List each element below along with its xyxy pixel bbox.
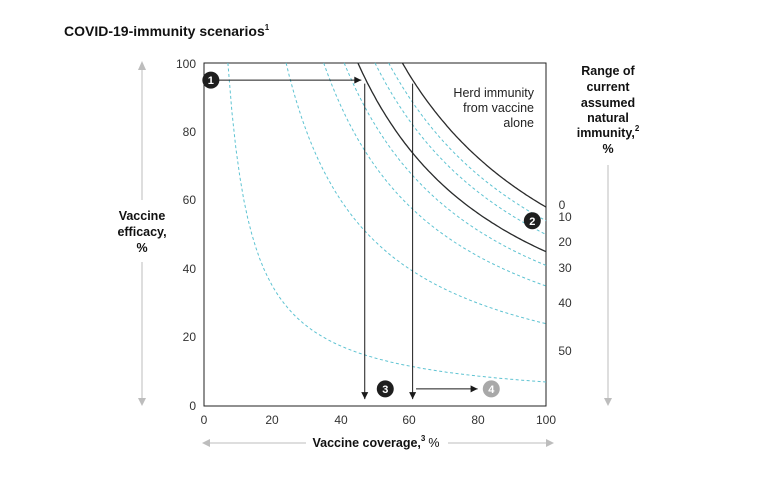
y-tick-label: 40 bbox=[183, 262, 197, 276]
curve-value-label: 10 bbox=[558, 210, 572, 224]
dashed-curve bbox=[285, 62, 547, 325]
solid-curves bbox=[357, 62, 547, 253]
right-axis-label: Range of current assumed natural immunit… bbox=[577, 64, 640, 156]
marker-label: 2 bbox=[529, 216, 535, 228]
y-tick-label: 0 bbox=[189, 399, 196, 413]
curve-value-label: 0 bbox=[559, 198, 566, 212]
annotation-line: Herd immunity bbox=[453, 86, 534, 100]
scenario-marker: 2 bbox=[523, 212, 541, 230]
scenario-arrow bbox=[409, 83, 417, 400]
svg-text:Range of: Range of bbox=[581, 64, 635, 78]
scenario-marker: 3 bbox=[376, 380, 394, 398]
marker-label: 3 bbox=[382, 384, 388, 396]
solid-curve bbox=[401, 62, 547, 208]
annotation-line: alone bbox=[503, 116, 534, 130]
scenario-arrow bbox=[361, 83, 369, 400]
svg-text:assumed: assumed bbox=[581, 96, 635, 110]
svg-text:immunity,2: immunity,2 bbox=[577, 124, 640, 140]
x-axis-arrow bbox=[202, 439, 554, 447]
y-tick-label: 60 bbox=[183, 193, 197, 207]
y-tick-label: 20 bbox=[183, 330, 197, 344]
dashed-curve bbox=[227, 62, 547, 383]
y-axis-label: Vaccine efficacy, % bbox=[117, 209, 166, 255]
chart-title: COVID-19-immunity scenarios1 bbox=[64, 23, 270, 39]
dashed-curve bbox=[323, 62, 547, 287]
x-tick-label: 40 bbox=[334, 413, 348, 427]
dashed-curve bbox=[374, 62, 547, 235]
x-axis-label: Vaccine coverage,3% bbox=[313, 434, 440, 450]
right-axis-arrow bbox=[604, 165, 612, 406]
x-tick-label: 60 bbox=[402, 413, 416, 427]
scenario-markers: 1 2 3 4 bbox=[202, 71, 541, 398]
x-tick-label: 100 bbox=[536, 413, 556, 427]
curve-value-labels: 0 10 20 30 40 50 bbox=[558, 198, 572, 358]
curve-value-label: 20 bbox=[558, 235, 572, 249]
curve-value-label: 40 bbox=[558, 296, 572, 310]
curve-value-label: 50 bbox=[558, 344, 572, 358]
svg-text:%: % bbox=[136, 241, 147, 255]
x-tick-label: 20 bbox=[265, 413, 279, 427]
svg-text:natural: natural bbox=[587, 111, 629, 125]
solid-curve bbox=[357, 62, 547, 253]
herd-immunity-annotation: Herd immunity from vaccine alone bbox=[453, 86, 534, 130]
scenario-marker: 1 bbox=[202, 71, 220, 89]
marker-label: 1 bbox=[208, 75, 214, 87]
x-tick-labels: 0 20 40 60 80 100 bbox=[201, 413, 557, 427]
y-tick-labels: 0 20 40 60 80 100 bbox=[176, 57, 196, 413]
scenario-arrow bbox=[204, 76, 362, 84]
scenario-marker: 4 bbox=[482, 380, 500, 398]
dashed-curve bbox=[388, 62, 547, 222]
annotation-line: from vaccine bbox=[463, 101, 534, 115]
x-tick-label: 80 bbox=[471, 413, 485, 427]
scenario-arrows bbox=[204, 76, 478, 400]
curve-value-label: 30 bbox=[558, 261, 572, 275]
marker-label: 4 bbox=[488, 384, 495, 396]
x-tick-label: 0 bbox=[201, 413, 208, 427]
y-axis-arrow bbox=[138, 61, 146, 406]
svg-text:current: current bbox=[586, 80, 630, 94]
svg-text:%: % bbox=[602, 142, 613, 156]
scenario-arrow bbox=[416, 385, 478, 393]
dashed-curve bbox=[343, 62, 547, 266]
svg-text:efficacy,: efficacy, bbox=[117, 225, 166, 239]
y-tick-label: 100 bbox=[176, 57, 196, 71]
svg-text:Vaccine: Vaccine bbox=[119, 209, 166, 223]
y-tick-label: 80 bbox=[183, 125, 197, 139]
